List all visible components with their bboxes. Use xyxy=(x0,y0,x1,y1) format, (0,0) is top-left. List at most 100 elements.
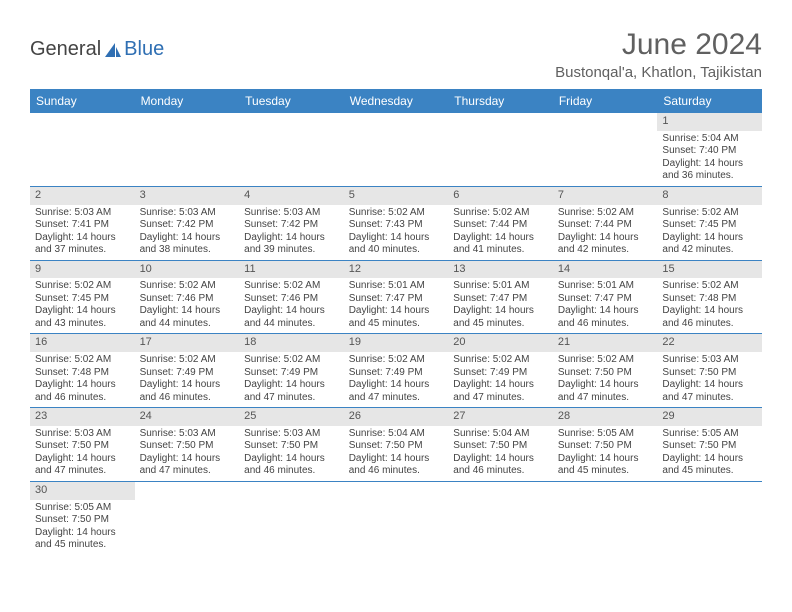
dow-cell: Saturday xyxy=(657,89,762,113)
day-body: Sunrise: 5:03 AMSunset: 7:50 PMDaylight:… xyxy=(30,426,135,481)
sunset-text: Sunset: 7:46 PM xyxy=(140,293,235,306)
sunset-text: Sunset: 7:50 PM xyxy=(244,440,339,453)
sunset-text: Sunset: 7:47 PM xyxy=(453,293,548,306)
daylight-text: Daylight: 14 hours and 41 minutes. xyxy=(453,232,548,257)
weeks-container: 1Sunrise: 5:04 AMSunset: 7:40 PMDaylight… xyxy=(30,113,762,555)
sunrise-text: Sunrise: 5:02 AM xyxy=(453,207,548,220)
week-row: 1Sunrise: 5:04 AMSunset: 7:40 PMDaylight… xyxy=(30,113,762,187)
day-cell: 17Sunrise: 5:02 AMSunset: 7:49 PMDayligh… xyxy=(135,334,240,407)
sunrise-text: Sunrise: 5:01 AM xyxy=(558,280,653,293)
daylight-text: Daylight: 14 hours and 46 minutes. xyxy=(453,453,548,478)
day-body: Sunrise: 5:02 AMSunset: 7:48 PMDaylight:… xyxy=(30,352,135,407)
day-body: Sunrise: 5:02 AMSunset: 7:44 PMDaylight:… xyxy=(553,205,658,260)
sunrise-text: Sunrise: 5:04 AM xyxy=(349,428,444,441)
day-number: 17 xyxy=(135,334,240,352)
day-number: 24 xyxy=(135,408,240,426)
page-header: General Blue June 2024 Bustonqal'a, Khat… xyxy=(30,28,762,81)
day-number: 1 xyxy=(657,113,762,131)
day-cell: 4Sunrise: 5:03 AMSunset: 7:42 PMDaylight… xyxy=(239,187,344,260)
sunset-text: Sunset: 7:46 PM xyxy=(244,293,339,306)
sunset-text: Sunset: 7:50 PM xyxy=(349,440,444,453)
sunrise-text: Sunrise: 5:03 AM xyxy=(244,207,339,220)
day-body: Sunrise: 5:02 AMSunset: 7:49 PMDaylight:… xyxy=(135,352,240,407)
day-number: 27 xyxy=(448,408,553,426)
day-number: 29 xyxy=(657,408,762,426)
day-number: 5 xyxy=(344,187,449,205)
daylight-text: Daylight: 14 hours and 47 minutes. xyxy=(244,379,339,404)
daylight-text: Daylight: 14 hours and 44 minutes. xyxy=(244,305,339,330)
day-cell: 18Sunrise: 5:02 AMSunset: 7:49 PMDayligh… xyxy=(239,334,344,407)
sunset-text: Sunset: 7:48 PM xyxy=(662,293,757,306)
dow-cell: Sunday xyxy=(30,89,135,113)
day-body: Sunrise: 5:02 AMSunset: 7:48 PMDaylight:… xyxy=(657,278,762,333)
sunrise-text: Sunrise: 5:02 AM xyxy=(662,280,757,293)
dow-cell: Friday xyxy=(553,89,658,113)
daylight-text: Daylight: 14 hours and 46 minutes. xyxy=(140,379,235,404)
day-cell xyxy=(657,482,762,555)
day-body: Sunrise: 5:02 AMSunset: 7:49 PMDaylight:… xyxy=(448,352,553,407)
day-body: Sunrise: 5:03 AMSunset: 7:50 PMDaylight:… xyxy=(239,426,344,481)
day-body: Sunrise: 5:02 AMSunset: 7:46 PMDaylight:… xyxy=(239,278,344,333)
daylight-text: Daylight: 14 hours and 44 minutes. xyxy=(140,305,235,330)
daylight-text: Daylight: 14 hours and 45 minutes. xyxy=(558,453,653,478)
sunset-text: Sunset: 7:50 PM xyxy=(453,440,548,453)
day-cell xyxy=(239,482,344,555)
sunrise-text: Sunrise: 5:02 AM xyxy=(453,354,548,367)
sunrise-text: Sunrise: 5:03 AM xyxy=(35,207,130,220)
daylight-text: Daylight: 14 hours and 37 minutes. xyxy=(35,232,130,257)
day-body: Sunrise: 5:03 AMSunset: 7:42 PMDaylight:… xyxy=(239,205,344,260)
day-body: Sunrise: 5:04 AMSunset: 7:50 PMDaylight:… xyxy=(448,426,553,481)
day-cell xyxy=(239,113,344,186)
day-cell: 22Sunrise: 5:03 AMSunset: 7:50 PMDayligh… xyxy=(657,334,762,407)
sunrise-text: Sunrise: 5:02 AM xyxy=(140,354,235,367)
sunset-text: Sunset: 7:50 PM xyxy=(662,440,757,453)
sunset-text: Sunset: 7:42 PM xyxy=(140,219,235,232)
sunset-text: Sunset: 7:41 PM xyxy=(35,219,130,232)
day-cell: 9Sunrise: 5:02 AMSunset: 7:45 PMDaylight… xyxy=(30,261,135,334)
daylight-text: Daylight: 14 hours and 42 minutes. xyxy=(558,232,653,257)
day-number: 28 xyxy=(553,408,658,426)
sunrise-text: Sunrise: 5:03 AM xyxy=(140,428,235,441)
week-row: 9Sunrise: 5:02 AMSunset: 7:45 PMDaylight… xyxy=(30,261,762,335)
sunrise-text: Sunrise: 5:01 AM xyxy=(453,280,548,293)
day-number: 7 xyxy=(553,187,658,205)
sunset-text: Sunset: 7:49 PM xyxy=(453,367,548,380)
day-body: Sunrise: 5:02 AMSunset: 7:49 PMDaylight:… xyxy=(344,352,449,407)
day-cell: 6Sunrise: 5:02 AMSunset: 7:44 PMDaylight… xyxy=(448,187,553,260)
sunset-text: Sunset: 7:43 PM xyxy=(349,219,444,232)
day-number: 13 xyxy=(448,261,553,279)
daylight-text: Daylight: 14 hours and 47 minutes. xyxy=(349,379,444,404)
daylight-text: Daylight: 14 hours and 47 minutes. xyxy=(453,379,548,404)
sunset-text: Sunset: 7:47 PM xyxy=(349,293,444,306)
day-body: Sunrise: 5:03 AMSunset: 7:41 PMDaylight:… xyxy=(30,205,135,260)
day-number: 2 xyxy=(30,187,135,205)
day-cell: 25Sunrise: 5:03 AMSunset: 7:50 PMDayligh… xyxy=(239,408,344,481)
daylight-text: Daylight: 14 hours and 42 minutes. xyxy=(662,232,757,257)
sunset-text: Sunset: 7:47 PM xyxy=(558,293,653,306)
sunrise-text: Sunrise: 5:02 AM xyxy=(662,207,757,220)
day-body: Sunrise: 5:02 AMSunset: 7:49 PMDaylight:… xyxy=(239,352,344,407)
daylight-text: Daylight: 14 hours and 45 minutes. xyxy=(662,453,757,478)
sunrise-text: Sunrise: 5:03 AM xyxy=(662,354,757,367)
sunset-text: Sunset: 7:44 PM xyxy=(453,219,548,232)
day-cell: 2Sunrise: 5:03 AMSunset: 7:41 PMDaylight… xyxy=(30,187,135,260)
sunrise-text: Sunrise: 5:01 AM xyxy=(349,280,444,293)
day-body: Sunrise: 5:05 AMSunset: 7:50 PMDaylight:… xyxy=(553,426,658,481)
daylight-text: Daylight: 14 hours and 46 minutes. xyxy=(244,453,339,478)
daylight-text: Daylight: 14 hours and 40 minutes. xyxy=(349,232,444,257)
dow-cell: Thursday xyxy=(448,89,553,113)
day-of-week-header: SundayMondayTuesdayWednesdayThursdayFrid… xyxy=(30,89,762,113)
day-number: 10 xyxy=(135,261,240,279)
day-cell: 1Sunrise: 5:04 AMSunset: 7:40 PMDaylight… xyxy=(657,113,762,186)
day-cell xyxy=(344,482,449,555)
day-cell xyxy=(448,113,553,186)
sunrise-text: Sunrise: 5:03 AM xyxy=(35,428,130,441)
day-cell: 28Sunrise: 5:05 AMSunset: 7:50 PMDayligh… xyxy=(553,408,658,481)
sunrise-text: Sunrise: 5:02 AM xyxy=(140,280,235,293)
sunrise-text: Sunrise: 5:02 AM xyxy=(35,354,130,367)
day-number: 26 xyxy=(344,408,449,426)
sunrise-text: Sunrise: 5:02 AM xyxy=(558,207,653,220)
sunrise-text: Sunrise: 5:02 AM xyxy=(349,207,444,220)
sunrise-text: Sunrise: 5:02 AM xyxy=(35,280,130,293)
day-body: Sunrise: 5:03 AMSunset: 7:42 PMDaylight:… xyxy=(135,205,240,260)
